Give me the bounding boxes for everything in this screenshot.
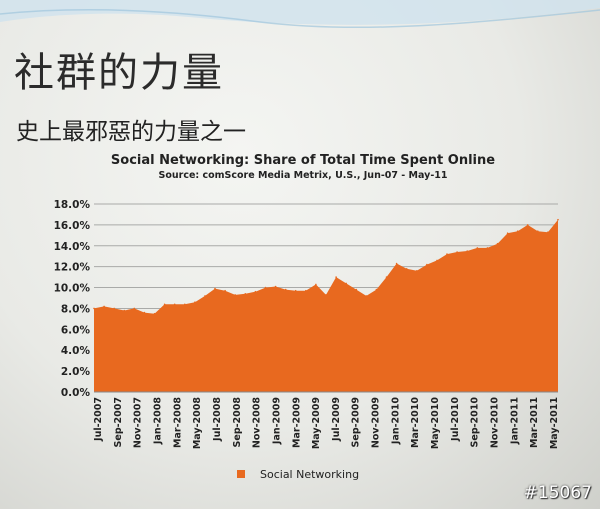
data-point <box>446 253 448 255</box>
y-tick-label: 0.0% <box>61 387 91 399</box>
x-tick-label: May-2008 <box>192 397 203 450</box>
x-tick-label: Mar-2008 <box>172 397 183 448</box>
data-point <box>93 307 95 310</box>
x-tick-label: Jan-2008 <box>153 397 164 445</box>
x-tick-label: Jul-2009 <box>331 397 342 442</box>
data-point <box>355 288 358 291</box>
x-tick-label: Sep-2008 <box>232 397 243 448</box>
data-point <box>476 247 479 249</box>
area-series-social-networking <box>94 219 558 392</box>
x-tick-label: Nov-2008 <box>252 397 263 448</box>
x-tick-label: Mar-2009 <box>291 397 302 448</box>
x-tick-label: Jan-2009 <box>271 397 282 445</box>
data-point <box>426 263 428 266</box>
x-tick-label: Jan-2011 <box>509 397 520 445</box>
data-point <box>506 232 509 234</box>
data-point <box>547 231 549 233</box>
data-point <box>496 242 499 245</box>
data-point <box>537 230 539 232</box>
x-tick-label: Jul-2008 <box>212 397 223 442</box>
x-tick-label: May-2009 <box>311 397 322 449</box>
x-tick-label: May-2010 <box>430 397 441 450</box>
data-point <box>274 285 277 288</box>
data-point <box>123 309 126 312</box>
data-point <box>526 224 529 226</box>
x-tick-label: Sep-2010 <box>470 397 481 448</box>
data-point <box>194 301 196 303</box>
x-tick-label: Sep-2009 <box>351 397 362 447</box>
data-point <box>466 250 469 252</box>
chart: Social Networking: Share of Total Time S… <box>46 146 580 496</box>
data-point <box>557 218 559 221</box>
y-tick-label: 16.0% <box>54 220 91 232</box>
data-point <box>284 288 287 291</box>
x-tick-label: Nov-2009 <box>371 397 382 448</box>
data-point <box>264 286 267 289</box>
data-point <box>163 303 166 306</box>
y-tick-label: 14.0% <box>54 241 91 253</box>
y-tick-label: 8.0% <box>61 303 91 315</box>
x-tick-label: Sep-2007 <box>113 397 124 447</box>
x-tick-label: Nov-2010 <box>490 397 501 448</box>
y-tick-label: 10.0% <box>54 283 91 295</box>
x-tick-label: May-2011 <box>549 397 560 449</box>
y-tick-label: 12.0% <box>54 262 91 274</box>
data-point <box>143 311 146 314</box>
data-point <box>153 312 156 315</box>
data-point <box>254 290 257 293</box>
data-point <box>103 305 105 308</box>
chart-title: Social Networking: Share of Total Time S… <box>111 153 495 168</box>
data-point <box>395 262 398 265</box>
legend-swatch <box>237 470 245 478</box>
data-point <box>325 294 327 296</box>
data-point <box>294 289 297 292</box>
data-point <box>204 295 206 297</box>
data-point <box>224 289 226 292</box>
data-point <box>315 283 317 286</box>
data-point <box>365 295 368 297</box>
data-point <box>345 282 348 285</box>
x-tick-label: Jul-2010 <box>450 397 461 442</box>
legend: Social Networking <box>237 468 359 481</box>
slide-title: 社群的力量 <box>14 50 224 96</box>
data-point <box>335 276 337 278</box>
watermark: #15067 <box>523 483 592 503</box>
data-point <box>305 289 307 292</box>
x-tick-label: Mar-2011 <box>529 397 540 448</box>
x-tick-label: Jan-2010 <box>390 397 401 445</box>
data-point <box>133 307 136 310</box>
data-point <box>436 259 438 262</box>
y-tick-label: 2.0% <box>61 366 91 378</box>
data-point <box>214 287 216 290</box>
data-point <box>244 293 247 295</box>
slide-subtitle: 史上最邪惡的力量之一 <box>16 119 246 145</box>
data-point <box>385 276 388 278</box>
data-point <box>113 307 115 310</box>
chart-subtitle: Source: comScore Media Metrix, U.S., Jun… <box>159 170 448 181</box>
data-point <box>375 288 378 291</box>
area-series <box>93 218 559 392</box>
chart-canvas: Social Networking: Share of Total Time S… <box>54 153 560 481</box>
data-point <box>184 303 186 306</box>
data-point <box>416 270 418 272</box>
y-tick-label: 6.0% <box>61 324 91 336</box>
y-tick-label: 4.0% <box>61 345 91 357</box>
data-point <box>234 294 236 296</box>
axes: 0.0% 2.0% 4.0% 6.0% 8.0% 10.0% 12.0% 14.0% 16.0%… <box>54 199 560 449</box>
data-point <box>173 303 176 306</box>
y-tick-label: 18.0% <box>54 199 91 211</box>
x-tick-label: Nov-2007 <box>133 397 144 448</box>
x-tick-label: Jul-2007 <box>93 397 104 442</box>
legend-label: Social Networking <box>260 468 359 481</box>
data-point <box>456 251 458 253</box>
x-tick-label: Mar-2010 <box>410 397 421 448</box>
data-point <box>516 230 519 232</box>
data-point <box>486 247 489 249</box>
header-decoration <box>0 0 600 29</box>
data-point <box>405 268 408 270</box>
